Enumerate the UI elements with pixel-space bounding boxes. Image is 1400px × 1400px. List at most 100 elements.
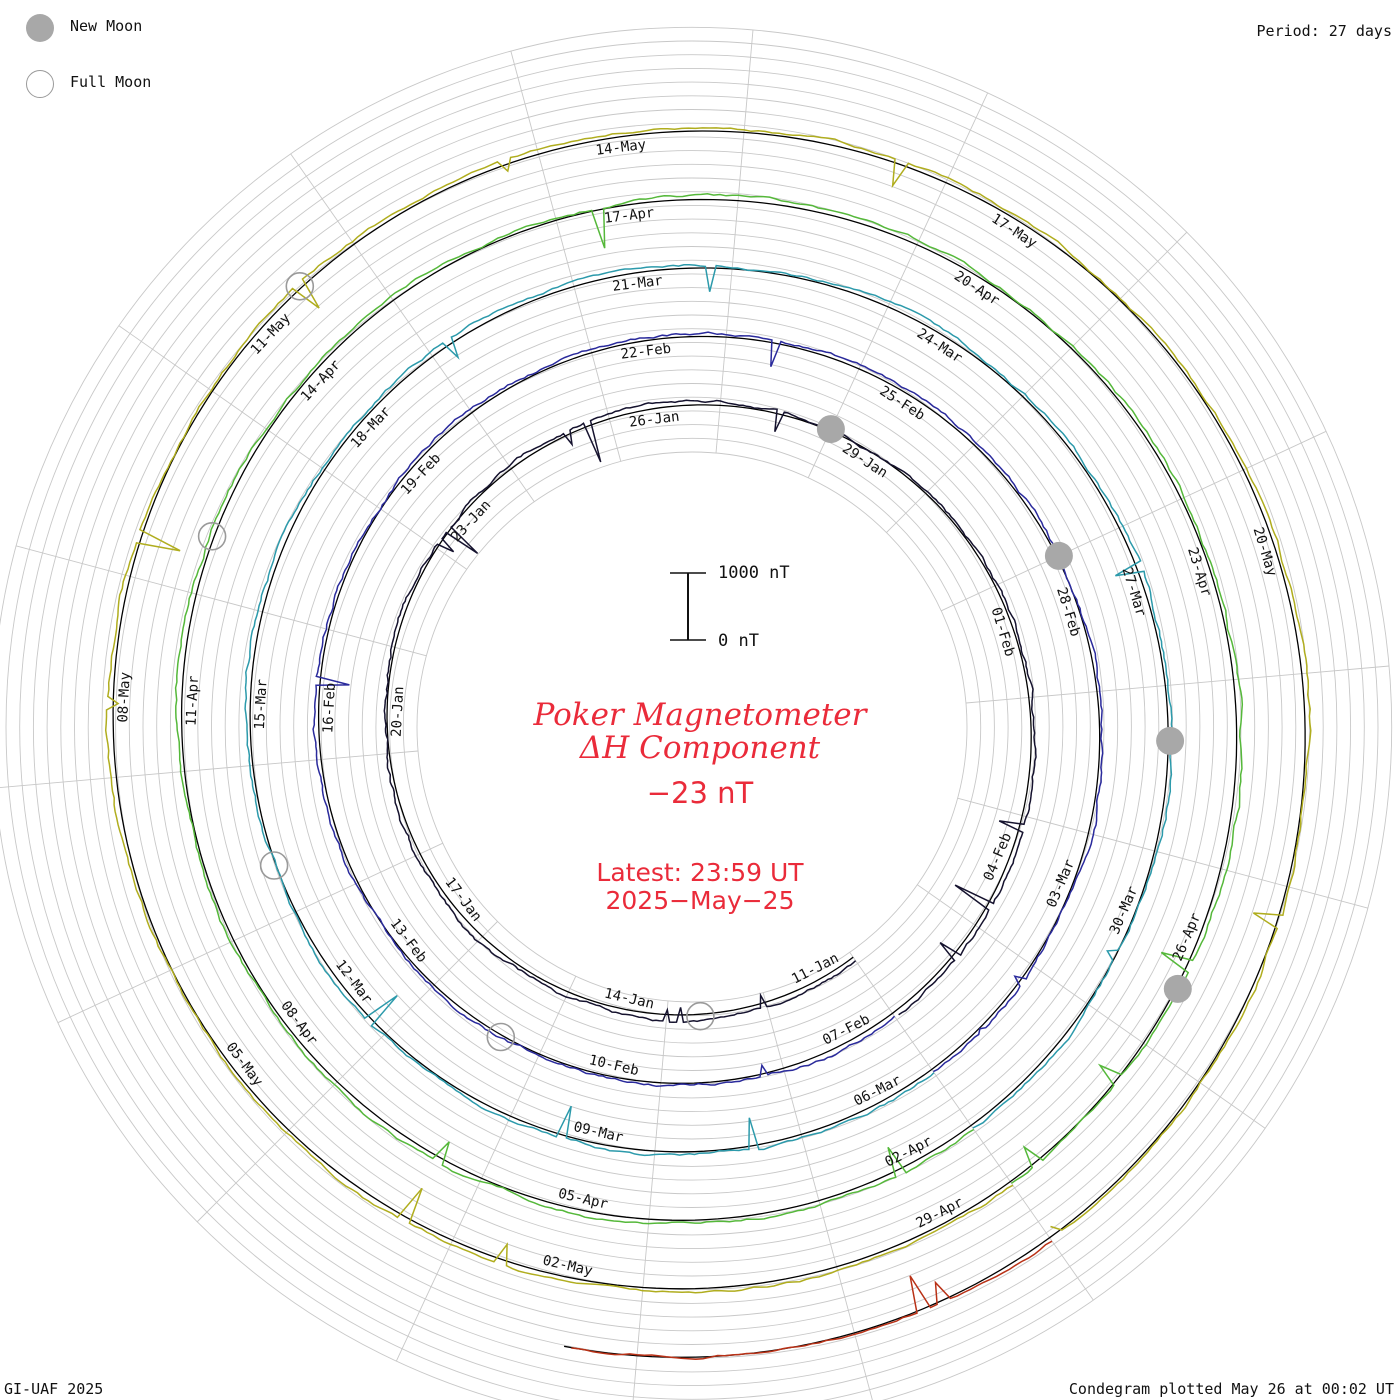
grid-circle	[320, 355, 1064, 1099]
grid-circle	[416, 451, 968, 1003]
grid-circle	[224, 259, 1160, 1195]
grid-circle	[156, 191, 1228, 1263]
date-label: 21-Mar	[612, 273, 664, 295]
grid-circle	[375, 410, 1009, 1044]
new-moon-marker	[1156, 726, 1185, 755]
date-label: 01-Feb	[988, 605, 1018, 658]
grid-spoke	[57, 842, 443, 1024]
full-moon-marker	[486, 1022, 516, 1052]
grid-circle	[32, 67, 1352, 1387]
new-moon-icon	[26, 14, 54, 42]
grid-spoke	[762, 992, 873, 1400]
plotted-timestamp: Condegram plotted May 26 at 00:02 UT	[1068, 1380, 1394, 1398]
grid-spoke	[290, 153, 535, 502]
grid-circle	[115, 150, 1269, 1304]
grid-circle	[46, 81, 1338, 1373]
trace-rotation-1	[383, 399, 1037, 1024]
grid-circle	[74, 109, 1310, 1345]
date-label: 24-Mar	[914, 326, 965, 367]
date-label: 15-Mar	[252, 679, 271, 730]
grid-circle	[293, 328, 1091, 1126]
grid-circle	[87, 122, 1297, 1332]
grid-circle	[19, 54, 1365, 1400]
grid-circle	[0, 27, 1392, 1400]
grid-circle	[128, 163, 1256, 1291]
trace-rotation-6	[571, 1240, 1053, 1361]
new-moon-marker	[1163, 974, 1192, 1003]
latest-date: 2025−May−25	[605, 886, 795, 915]
grid-spoke	[849, 952, 1094, 1301]
period-label: Period: 27 days	[1256, 22, 1392, 40]
scale-bottom-label: 0 nT	[718, 631, 759, 651]
date-label: 25-Feb	[877, 383, 928, 424]
grid-circle	[5, 40, 1379, 1400]
scale-top-label: 1000 nT	[718, 563, 790, 583]
grid-spoke	[118, 325, 467, 570]
scale-bar	[670, 572, 706, 641]
grid-spoke	[715, 29, 754, 454]
grid-circle	[402, 437, 982, 1017]
grid-spoke	[965, 665, 1390, 704]
grid-circle	[60, 95, 1324, 1359]
grid-circle	[169, 204, 1215, 1250]
date-label: 28-Feb	[1053, 585, 1083, 638]
grid-spoke	[941, 430, 1327, 612]
magnetometer-traces	[104, 127, 1312, 1361]
grid-spoke	[807, 92, 989, 478]
current-value: −23 nT	[646, 776, 754, 810]
grid-circle	[197, 232, 1187, 1222]
new-moon-marker	[816, 415, 845, 444]
grid-circle	[348, 383, 1036, 1071]
baseline-path	[112, 130, 1306, 1358]
chart-title-line2: ΔH Component	[579, 730, 821, 766]
date-label: 29-Jan	[839, 441, 890, 482]
credit-label: GI-UAF 2025	[4, 1380, 104, 1398]
date-label: 20-Jan	[389, 686, 408, 737]
trace-rotation-4	[174, 193, 1244, 1225]
grid-spoke	[510, 50, 622, 462]
grid-circle	[279, 314, 1105, 1140]
date-label: 11-Apr	[183, 675, 202, 726]
full-moon-marker	[259, 851, 289, 880]
new-moon-marker	[1044, 541, 1073, 570]
grid-circle	[101, 136, 1283, 1318]
grid-circle	[252, 287, 1132, 1167]
grid-circle	[306, 341, 1078, 1113]
grid-spoke	[196, 921, 498, 1223]
legend-full-moon-label: Full Moon	[70, 73, 152, 91]
full-moon-marker	[686, 1001, 715, 1031]
full-moon-icon	[26, 70, 54, 98]
center-mask	[422, 457, 962, 997]
date-label: 26-Jan	[628, 409, 680, 431]
date-label: 22-Feb	[620, 341, 672, 363]
grid-circle	[183, 218, 1201, 1236]
full-moon-marker	[197, 521, 227, 551]
date-label: 16-Feb	[320, 682, 339, 733]
grid-spoke	[15, 545, 427, 657]
grid-circle	[265, 300, 1119, 1154]
radial-grid	[0, 27, 1392, 1400]
legend-new-moon-label: New Moon	[70, 17, 143, 35]
trace-rotation-5	[104, 127, 1312, 1294]
grid-circle	[238, 273, 1146, 1181]
grid-spoke	[0, 750, 419, 788]
trace-rotation-2	[312, 331, 1104, 1088]
date-label: 23-Apr	[1184, 545, 1214, 598]
chart-title-line1: Poker Magnetometer	[533, 697, 867, 733]
grid-spoke	[395, 976, 577, 1362]
grid-spoke	[886, 231, 1188, 533]
grid-spoke	[917, 884, 1266, 1129]
grid-circle	[389, 424, 995, 1030]
baseline-spiral	[112, 130, 1306, 1358]
trace-rotation-3	[244, 264, 1173, 1157]
date-label: 20-Apr	[951, 268, 1002, 309]
latest-time: Latest: 23:59 UT	[596, 858, 804, 887]
date-label: 08-May	[115, 672, 134, 723]
full-moon-marker	[285, 271, 315, 301]
date-label: 17-May	[988, 211, 1039, 252]
grid-circle	[361, 396, 1023, 1058]
grid-spoke	[632, 1000, 669, 1400]
moon-markers	[197, 271, 1192, 1052]
date-label: 14-May	[595, 137, 647, 159]
